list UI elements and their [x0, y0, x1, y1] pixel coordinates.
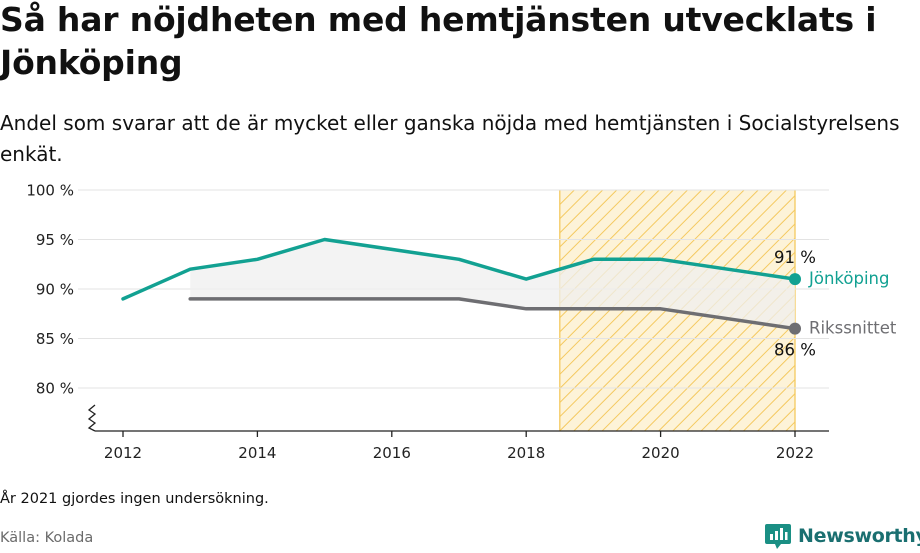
- y-tick-label: 95 %: [36, 231, 74, 249]
- value-label-jonkoping: 91 %: [774, 248, 816, 267]
- series-line-jonkoping: [121, 237, 797, 301]
- x-tick-label: 2012: [104, 444, 142, 462]
- y-tick-label: 90 %: [36, 281, 74, 299]
- x-tick-label: 2014: [238, 444, 276, 462]
- y-tick-label: 85 %: [36, 330, 74, 348]
- end-point-jonkoping: [789, 273, 801, 286]
- difference-band: [190, 239, 795, 329]
- end-point-rikssnittet: [789, 322, 801, 335]
- y-tick-label: 80 %: [36, 380, 74, 398]
- bar-chart-logo-icon: [765, 524, 791, 549]
- x-tick-label: 2022: [776, 444, 814, 462]
- series-label-rikssnittet: Rikssnittet: [809, 319, 897, 338]
- brand-name: Newsworthy: [798, 525, 920, 547]
- y-tick-label: 100 %: [26, 182, 74, 200]
- chart-subtitle: Andel som svarar att de är mycket eller …: [0, 111, 900, 166]
- footnote: År 2021 gjordes ingen undersökning.: [0, 491, 269, 507]
- series-line-rikssnittet: [188, 297, 797, 331]
- value-label-rikssnittet: 86 %: [774, 341, 816, 360]
- chart-title: Så har nöjdheten med hemtjänsten utveckl…: [0, 0, 877, 82]
- x-tick-label: 2016: [373, 444, 411, 462]
- series-label-jonkoping: Jönköping: [808, 269, 889, 288]
- x-tick-label: 2020: [642, 444, 680, 462]
- x-tick-label: 2018: [507, 444, 545, 462]
- source-credit: Källa: Kolada: [0, 530, 94, 546]
- line-chart: 80 % 85 % 90 % 95 % 100 % 2012 2014 2016 2018 202…: [26, 182, 897, 463]
- axis-break-symbol: [87, 404, 97, 432]
- newsworthy-logo: Newsworthy: [765, 519, 920, 553]
